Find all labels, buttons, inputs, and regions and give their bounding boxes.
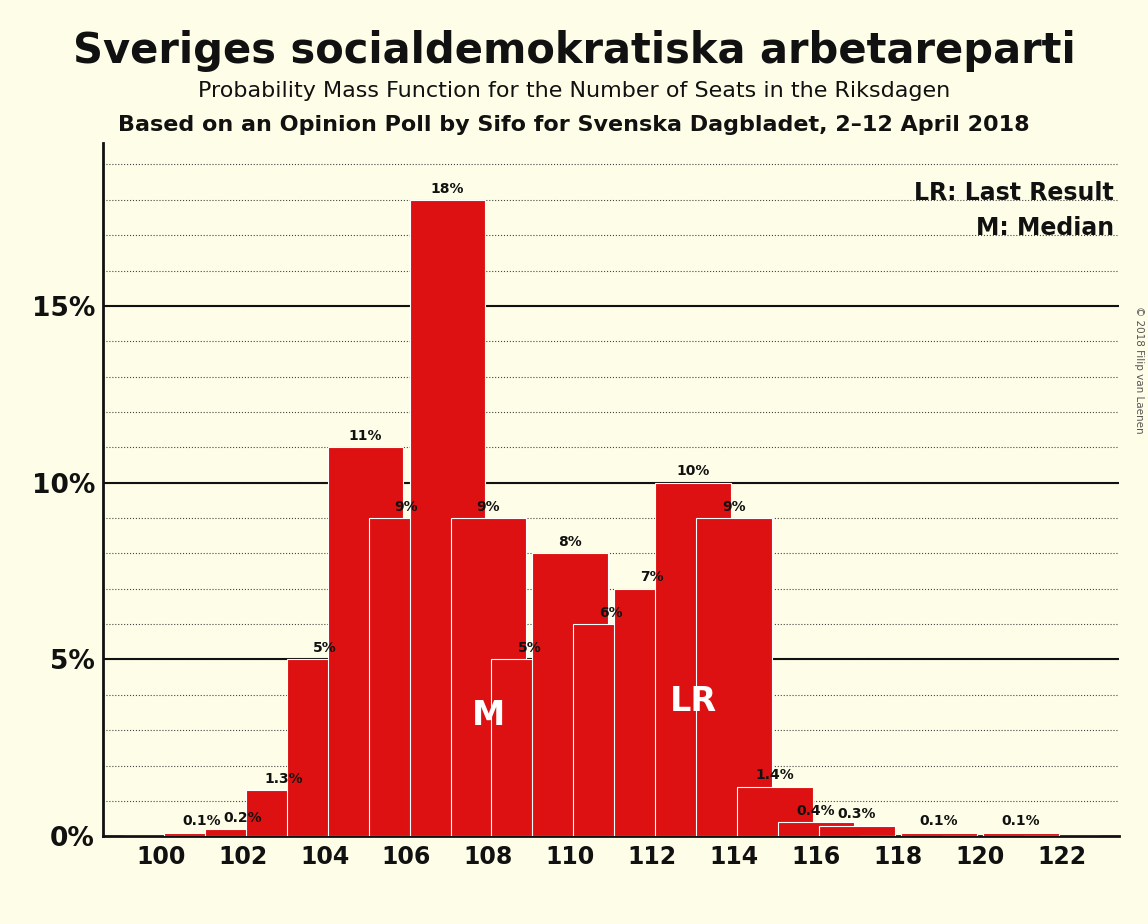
Bar xyxy=(983,833,1058,836)
Bar xyxy=(450,518,526,836)
Bar xyxy=(287,660,363,836)
Bar xyxy=(778,822,854,836)
Bar xyxy=(369,518,444,836)
Text: 5%: 5% xyxy=(518,641,541,655)
Bar xyxy=(533,553,608,836)
Text: M: Median: M: Median xyxy=(976,216,1115,240)
Text: 0.4%: 0.4% xyxy=(797,804,836,818)
Text: 1.4%: 1.4% xyxy=(755,769,794,783)
Text: 6%: 6% xyxy=(599,606,623,620)
Bar xyxy=(491,660,567,836)
Text: 0.1%: 0.1% xyxy=(183,814,220,829)
Text: Sveriges socialdemokratiska arbetareparti: Sveriges socialdemokratiska arbetarepart… xyxy=(72,30,1076,71)
Bar xyxy=(697,518,773,836)
Bar xyxy=(820,826,895,836)
Text: 9%: 9% xyxy=(722,500,746,514)
Bar xyxy=(614,589,690,836)
Bar xyxy=(573,624,650,836)
Text: 9%: 9% xyxy=(476,500,501,514)
Text: 1.3%: 1.3% xyxy=(264,772,303,786)
Text: LR: LR xyxy=(669,686,716,718)
Text: © 2018 Filip van Laenen: © 2018 Filip van Laenen xyxy=(1134,306,1143,433)
Text: 0.1%: 0.1% xyxy=(1002,814,1040,829)
Bar xyxy=(164,833,240,836)
Bar xyxy=(327,447,403,836)
Text: 5%: 5% xyxy=(312,641,336,655)
Text: Probability Mass Function for the Number of Seats in the Riksdagen: Probability Mass Function for the Number… xyxy=(197,81,951,102)
Text: Based on an Opinion Poll by Sifo for Svenska Dagbladet, 2–12 April 2018: Based on an Opinion Poll by Sifo for Sve… xyxy=(118,115,1030,135)
Bar xyxy=(737,786,813,836)
Text: 9%: 9% xyxy=(395,500,418,514)
Text: 0.2%: 0.2% xyxy=(224,811,262,825)
Text: 8%: 8% xyxy=(558,535,582,549)
Text: LR: Last Result: LR: Last Result xyxy=(915,181,1115,205)
Text: 0.3%: 0.3% xyxy=(838,808,876,821)
Text: 18%: 18% xyxy=(430,181,464,196)
Bar xyxy=(410,200,486,836)
Text: 11%: 11% xyxy=(349,429,382,443)
Text: 10%: 10% xyxy=(676,465,709,479)
Text: 7%: 7% xyxy=(641,570,664,585)
Text: 0.1%: 0.1% xyxy=(920,814,959,829)
Bar xyxy=(656,482,731,836)
Text: M: M xyxy=(472,699,505,732)
Bar xyxy=(246,790,321,836)
Bar xyxy=(204,829,280,836)
Bar xyxy=(901,833,977,836)
